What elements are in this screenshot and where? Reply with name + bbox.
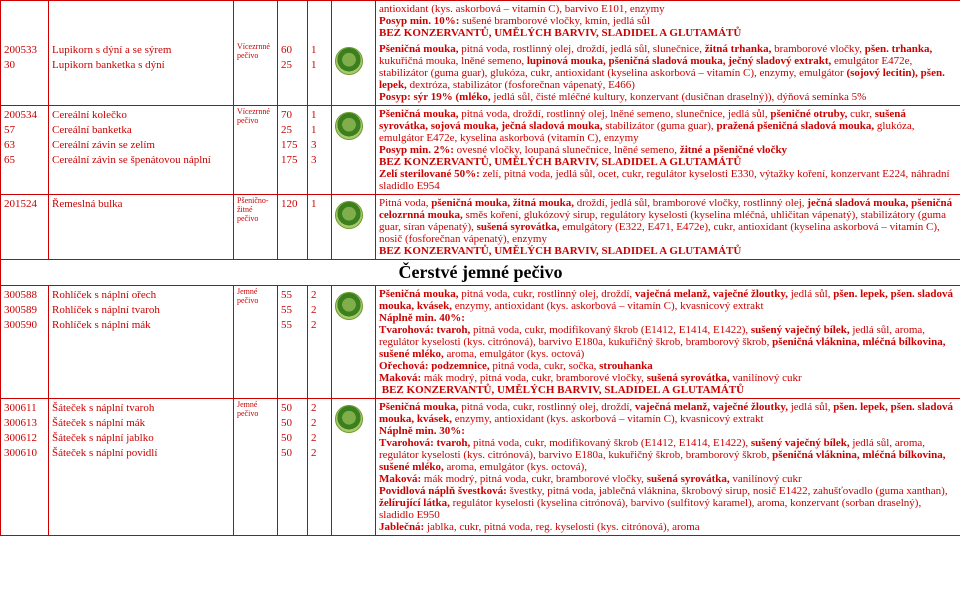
n2-cell: 11 <box>308 41 332 106</box>
code-cell: 20053330 <box>1 41 49 106</box>
eco-icon <box>335 201 363 229</box>
desc-cell: antioxidant (kys. askorbová – vitamín C)… <box>376 1 960 42</box>
num-cell <box>278 1 308 42</box>
cat-cell: Vícezrnné pečivo <box>234 41 278 106</box>
code-cell <box>1 1 49 42</box>
name-cell: Lupikorn s dýní a se sýremLupikorn banke… <box>49 41 234 106</box>
cat-cell: Jemné pečivo <box>234 286 278 399</box>
eco-icon <box>335 112 363 140</box>
cat-cell: Pšenično-žitné pečivo <box>234 195 278 260</box>
icon-cell <box>332 41 376 106</box>
name-cell: Rohlíček s náplní ořechRohlíček s náplní… <box>49 286 234 399</box>
desc-cell: Pšeničná mouka, pitná voda, cukr, rostli… <box>376 399 960 536</box>
icon-cell <box>332 286 376 399</box>
icon-cell <box>332 195 376 260</box>
cat-cell: Jemné pečivo <box>234 399 278 536</box>
icon-cell <box>332 399 376 536</box>
num-cell: 50505050 <box>278 399 308 536</box>
desc-cell: Pšeničná mouka, pitná voda, droždí, rost… <box>376 106 960 195</box>
name-cell: Řemeslná bulka <box>49 195 234 260</box>
num-cell: 6025 <box>278 41 308 106</box>
name-cell: Cereální kolečkoCereální banketkaCereáln… <box>49 106 234 195</box>
code-cell: 300588300589300590 <box>1 286 49 399</box>
name-cell <box>49 1 234 42</box>
n2-cell: 222 <box>308 286 332 399</box>
eco-icon <box>335 292 363 320</box>
desc-cell: Pšeničná mouka, pitná voda, rostlinný ol… <box>376 41 960 106</box>
num-cell: 120 <box>278 195 308 260</box>
n2-cell: 1133 <box>308 106 332 195</box>
num-cell: 7025175175 <box>278 106 308 195</box>
cat-cell: Vícezrnné pečivo <box>234 106 278 195</box>
code-cell: 200534576365 <box>1 106 49 195</box>
eco-icon <box>335 47 363 75</box>
name-cell: Šáteček s náplní tvarohŠáteček s náplní … <box>49 399 234 536</box>
icon-cell <box>332 1 376 42</box>
desc-cell: Pšeničná mouka, pitná voda, cukr, rostli… <box>376 286 960 399</box>
n2-cell: 1 <box>308 195 332 260</box>
cat-cell <box>234 1 278 42</box>
product-table: antioxidant (kys. askorbová – vitamín C)… <box>0 0 960 536</box>
n2-cell: 2222 <box>308 399 332 536</box>
section-heading: Čerstvé jemné pečivo <box>1 260 960 286</box>
num-cell: 555555 <box>278 286 308 399</box>
code-cell: 201524 <box>1 195 49 260</box>
desc-cell: Pitná voda, pšeničná mouka, žitná mouka,… <box>376 195 960 260</box>
eco-icon <box>335 405 363 433</box>
icon-cell <box>332 106 376 195</box>
n2-cell <box>308 1 332 42</box>
code-cell: 300611300613300612300610 <box>1 399 49 536</box>
